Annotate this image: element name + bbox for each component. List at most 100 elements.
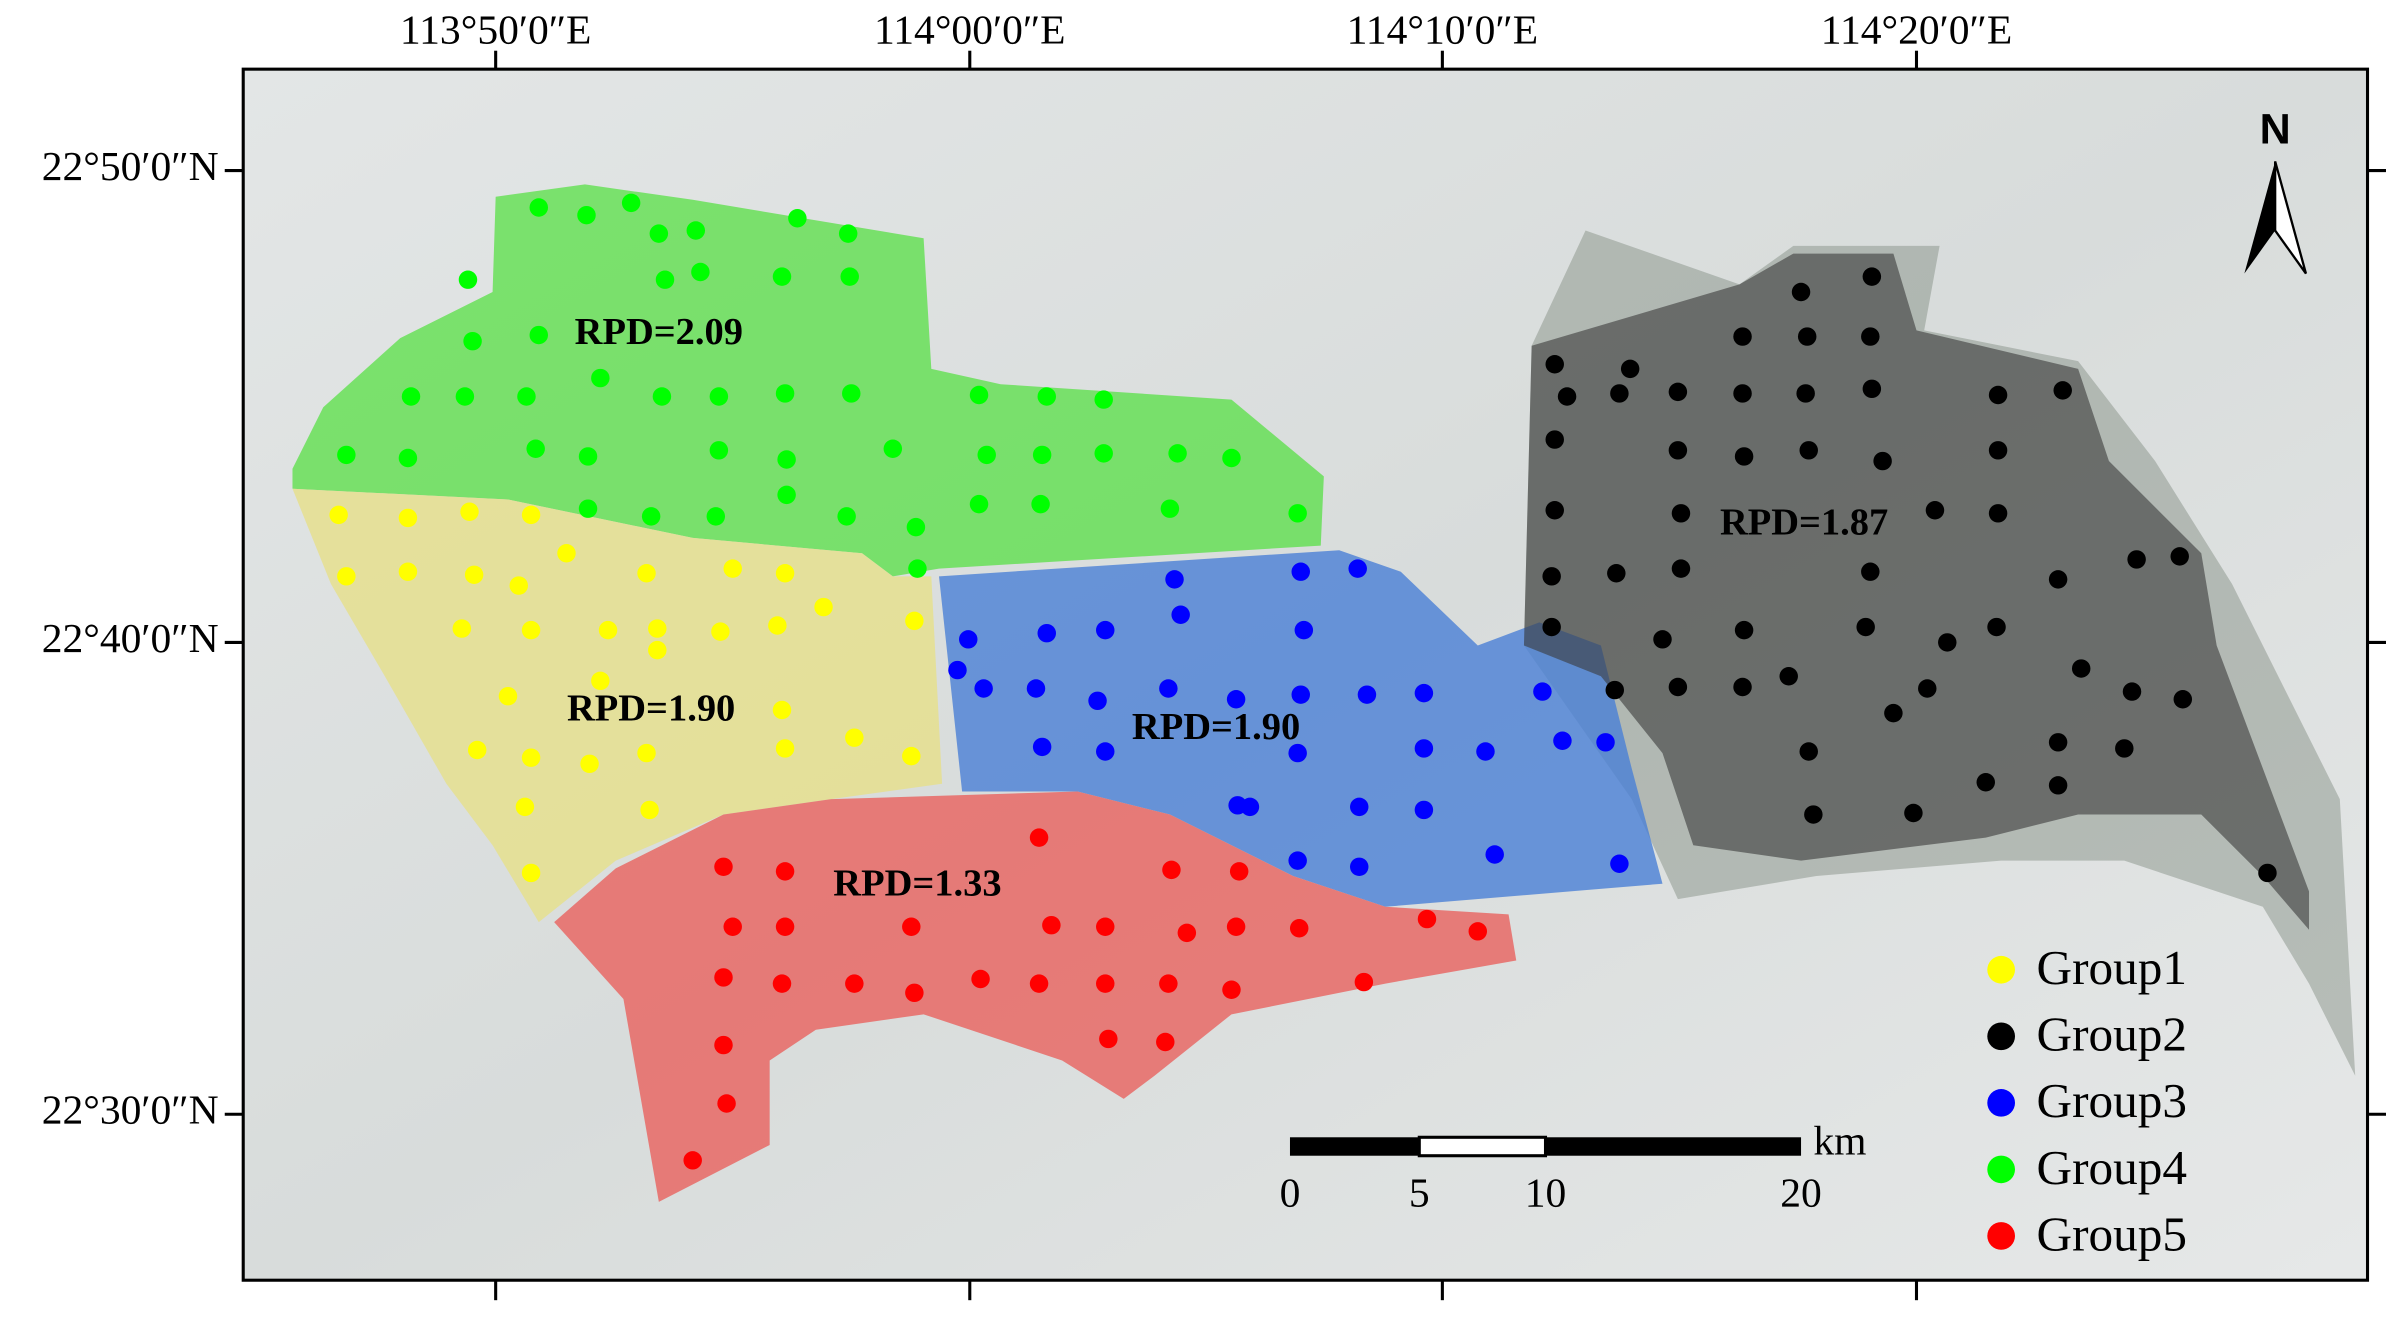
- sample-point: [1222, 448, 1241, 468]
- sample-point: [768, 616, 787, 635]
- x-tick-label: 114°20′0″E: [1821, 6, 2012, 52]
- sample-point: [840, 267, 859, 286]
- x-tick-label: 113°50′0″E: [400, 6, 591, 52]
- sample-point: [1288, 851, 1307, 870]
- sample-point: [1856, 617, 1875, 637]
- sample-point: [714, 1035, 733, 1055]
- sample-point: [2053, 381, 2072, 400]
- sample-point: [1417, 909, 1437, 929]
- sample-point: [329, 505, 348, 525]
- sample-point: [1165, 570, 1184, 589]
- sample-point: [521, 505, 541, 525]
- sample-point: [455, 387, 475, 406]
- sample-point: [2258, 863, 2277, 883]
- sample-point: [1414, 800, 1434, 820]
- sample-point: [1610, 854, 1629, 873]
- sample-point: [1096, 917, 1115, 936]
- north-arrow: [2244, 161, 2276, 274]
- legend-label: Group5: [2037, 1206, 2187, 1261]
- sample-point: [717, 1094, 736, 1113]
- sample-point: [1094, 444, 1113, 463]
- sample-point: [1668, 677, 1688, 697]
- north-label: N: [2260, 106, 2291, 154]
- sample-point: [709, 387, 729, 406]
- sample-point: [723, 917, 742, 936]
- sample-point: [1294, 620, 1314, 640]
- sample-point: [1533, 682, 1552, 701]
- sample-point: [1029, 828, 1049, 847]
- sample-point: [1671, 504, 1691, 523]
- sample-point: [1799, 441, 1818, 460]
- sample-point: [905, 611, 924, 631]
- sample-point: [1988, 385, 2008, 405]
- sample-point: [398, 448, 418, 468]
- sample-point: [775, 384, 795, 403]
- region-label: RPD=1.90: [567, 687, 735, 729]
- sample-point: [1733, 327, 1752, 346]
- sample-point: [578, 499, 598, 518]
- sample-point: [1099, 1029, 1118, 1049]
- sample-point: [591, 368, 610, 388]
- sample-point: [1545, 501, 1564, 520]
- sample-point: [845, 728, 864, 747]
- sample-point: [1733, 677, 1752, 697]
- scale-unit: km: [1813, 1118, 1866, 1164]
- sample-point: [775, 917, 795, 936]
- sample-point: [709, 441, 729, 460]
- sample-point: [1156, 1032, 1175, 1052]
- sample-point: [1918, 679, 1937, 698]
- legend-marker: [1987, 1155, 2016, 1184]
- sample-point: [777, 450, 796, 469]
- sample-point: [2122, 682, 2142, 701]
- sample-point: [1094, 390, 1113, 409]
- y-tick-label: 22°50′0″N: [42, 143, 219, 189]
- sample-point: [977, 445, 996, 465]
- sample-point: [1171, 605, 1190, 624]
- sample-point: [1988, 441, 2008, 460]
- sample-point: [1605, 680, 1625, 700]
- sample-point: [529, 325, 549, 345]
- sample-point: [1159, 679, 1178, 698]
- sample-point: [2127, 550, 2146, 569]
- sample-point: [1862, 379, 1882, 399]
- sample-point: [1029, 974, 1049, 993]
- sample-point: [908, 559, 927, 578]
- legend-label: Group3: [2037, 1073, 2187, 1128]
- sample-point: [1607, 564, 1626, 583]
- sample-point: [1468, 922, 1488, 941]
- sample-point: [2115, 739, 2134, 758]
- sample-point: [1596, 733, 1615, 752]
- sample-point: [648, 619, 667, 638]
- group2-region: [1523, 253, 2310, 930]
- sample-point: [337, 445, 356, 465]
- sample-point: [772, 267, 792, 286]
- sample-point: [1414, 739, 1434, 758]
- sample-point: [1904, 803, 1923, 823]
- sample-point: [2173, 690, 2193, 709]
- sample-point: [1668, 441, 1688, 460]
- sample-point: [1620, 359, 1640, 379]
- sample-point: [452, 619, 472, 638]
- sample-point: [883, 439, 903, 458]
- north-arrow: [2274, 161, 2308, 275]
- sample-point: [517, 387, 536, 406]
- scale-segment: [1289, 1137, 1420, 1156]
- sample-point: [464, 565, 484, 585]
- sample-point: [1162, 860, 1181, 880]
- sample-point: [971, 969, 990, 989]
- sample-point: [2071, 659, 2091, 678]
- sample-point: [637, 743, 656, 763]
- sample-point: [1553, 731, 1572, 750]
- sample-point: [641, 507, 661, 526]
- sample-point: [652, 387, 672, 406]
- sample-point: [1804, 805, 1823, 824]
- sample-point: [1037, 387, 1056, 406]
- group1-region: [292, 488, 943, 923]
- sample-point: [902, 917, 921, 936]
- legend-label: Group2: [2037, 1007, 2187, 1062]
- sample-point: [1357, 685, 1377, 704]
- sample-point: [1288, 504, 1307, 523]
- sample-point: [1240, 797, 1260, 817]
- sample-point: [1476, 742, 1495, 761]
- sample-point: [521, 863, 541, 883]
